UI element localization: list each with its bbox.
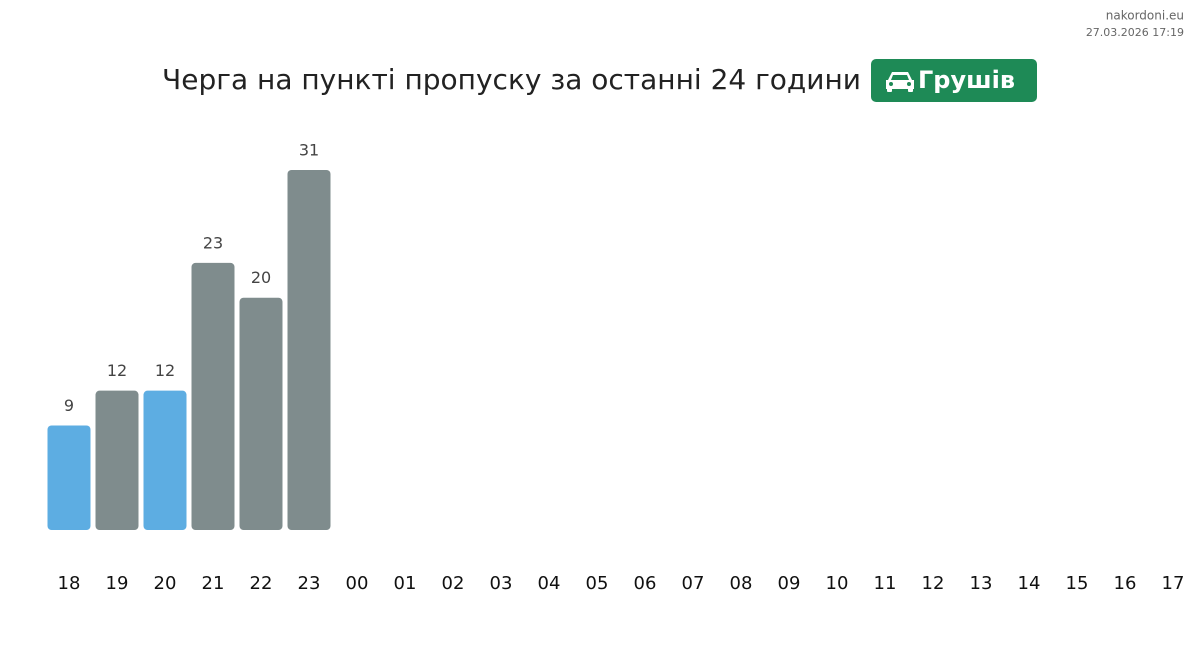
x-tick-label: 17 (1162, 573, 1185, 594)
badge-label: Грушів (918, 66, 1015, 94)
x-tick-label: 22 (250, 573, 273, 594)
bar (239, 297, 283, 530)
bar (191, 262, 235, 530)
x-tick-label: 01 (394, 573, 417, 594)
x-tick-label: 05 (586, 573, 609, 594)
value-label: 12 (107, 361, 127, 380)
x-tick-label: 02 (442, 573, 465, 594)
x-tick-label: 06 (634, 573, 657, 594)
x-tick-label: 18 (58, 573, 81, 594)
x-tick-label: 14 (1018, 573, 1041, 594)
x-tick-label: 20 (154, 573, 177, 594)
x-tick-label: 09 (778, 573, 801, 594)
value-label: 12 (155, 361, 175, 380)
bar (287, 170, 331, 530)
x-tick-label: 23 (298, 573, 321, 594)
value-label: 31 (299, 141, 319, 160)
x-tick-label: 10 (826, 573, 849, 594)
source: nakordoni.eu (1106, 9, 1184, 23)
value-label: 20 (251, 268, 271, 287)
chart-title: Черга на пункті пропуску за останні 24 г… (162, 63, 861, 96)
bar (47, 425, 91, 530)
bar (95, 390, 139, 530)
x-tick-label: 13 (970, 573, 993, 594)
x-tick-label: 07 (682, 573, 705, 594)
x-tick-label: 08 (730, 573, 753, 594)
x-tick-label: 21 (202, 573, 225, 594)
value-label: 23 (203, 233, 223, 252)
x-tick-label: 15 (1066, 573, 1089, 594)
x-tick-label: 16 (1114, 573, 1137, 594)
x-tick-label: 12 (922, 573, 945, 594)
x-tick-label: 04 (538, 573, 561, 594)
x-tick-label: 03 (490, 573, 513, 594)
value-label: 9 (64, 396, 74, 415)
x-tick-label: 00 (346, 573, 369, 594)
timestamp: 27.03.2026 17:19 (1086, 26, 1184, 39)
x-tick-label: 19 (106, 573, 129, 594)
bar (143, 390, 187, 530)
x-tick-label: 11 (874, 573, 897, 594)
